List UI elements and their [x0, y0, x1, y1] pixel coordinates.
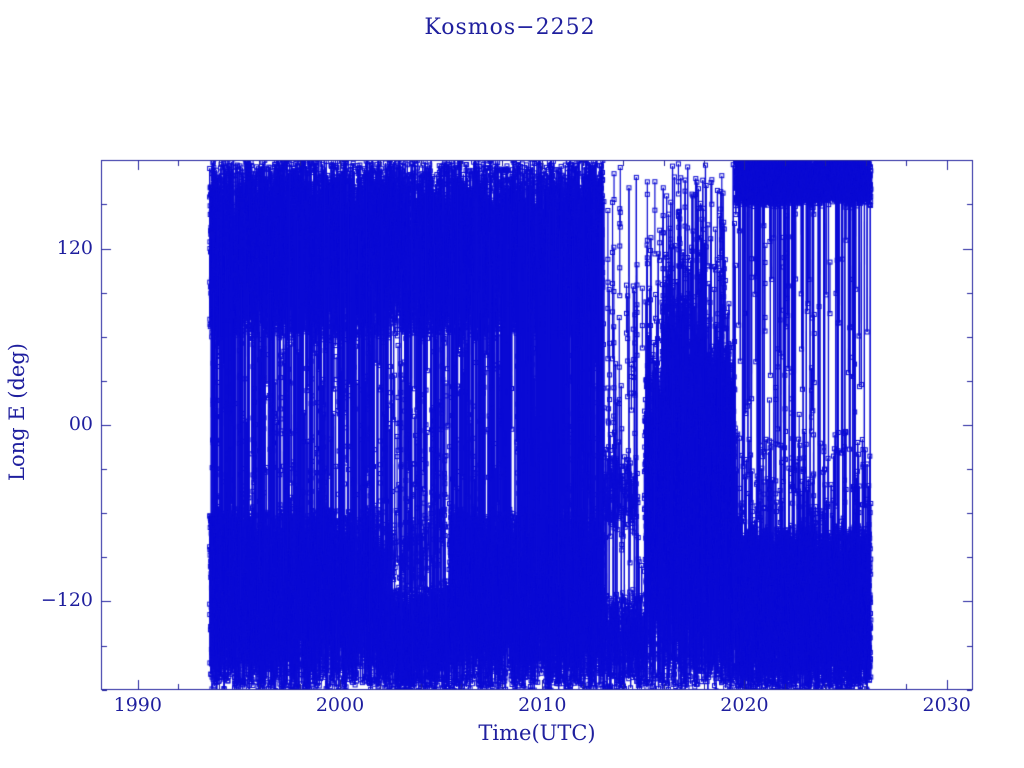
y-tick-label: −120 — [40, 589, 93, 612]
chart-title: Kosmos−2252 — [424, 15, 596, 40]
x-tick-label: 2000 — [315, 694, 365, 716]
x-tick-label: 1990 — [113, 694, 162, 716]
x-tick-label: 2030 — [922, 694, 971, 716]
y-axis-label: Long E (deg) — [5, 343, 29, 481]
x-tick-label: 2010 — [518, 694, 567, 716]
x-axis-label: Time(UTC) — [478, 721, 596, 745]
x-tick-label: 2020 — [720, 694, 769, 716]
y-tick-label: 00 — [68, 413, 93, 435]
y-tick-label: 120 — [56, 236, 93, 259]
